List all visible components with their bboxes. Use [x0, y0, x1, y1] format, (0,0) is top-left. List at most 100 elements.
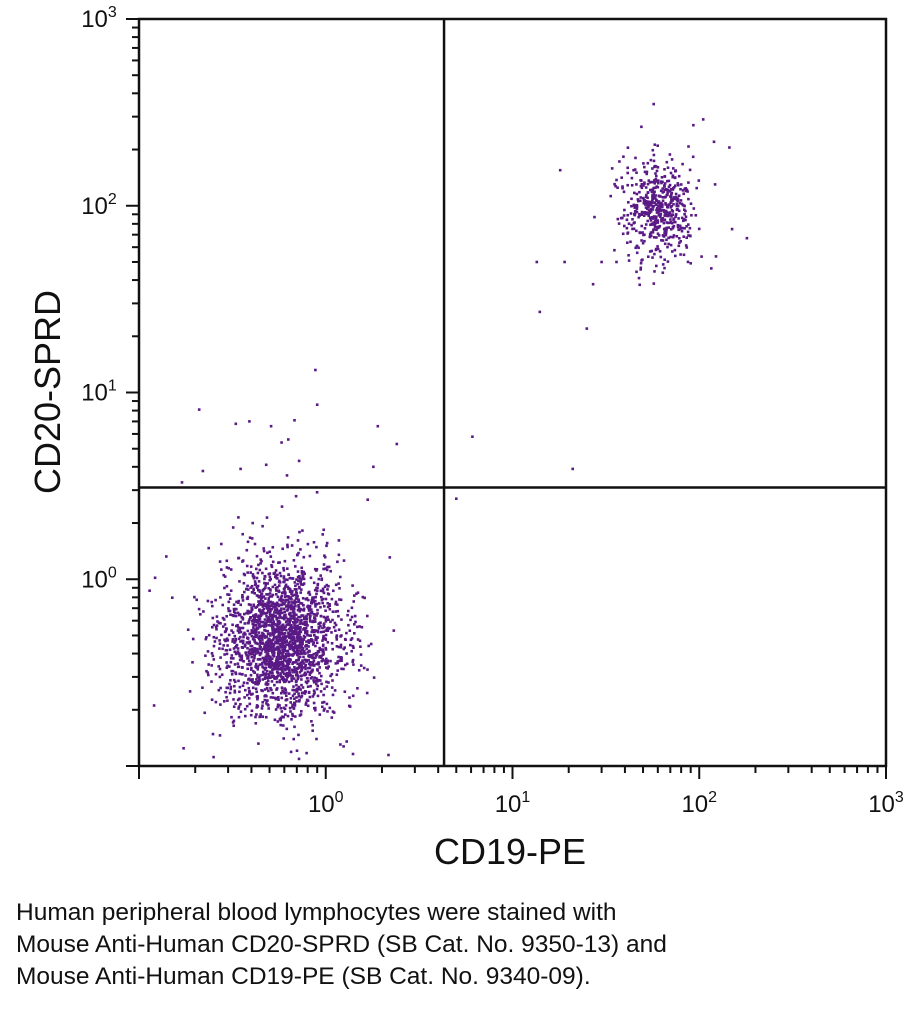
- data-point: [282, 587, 286, 591]
- data-point: [324, 660, 327, 663]
- data-point: [274, 574, 277, 578]
- data-point: [632, 168, 635, 172]
- data-point: [206, 650, 210, 653]
- data-point: [649, 180, 653, 184]
- data-point: [256, 620, 259, 623]
- data-point: [312, 689, 316, 692]
- data-point: [294, 631, 297, 635]
- data-point: [266, 683, 270, 686]
- data-point: [293, 704, 297, 707]
- data-point: [234, 680, 237, 684]
- data-point: [302, 603, 305, 607]
- data-point: [315, 589, 319, 593]
- data-point: [263, 657, 266, 660]
- data-point: [239, 703, 242, 706]
- data-point: [285, 698, 288, 702]
- data-point: [697, 179, 701, 182]
- data-point: [215, 615, 219, 618]
- data-point: [276, 720, 280, 723]
- data-point: [258, 600, 262, 603]
- data-point: [295, 578, 298, 581]
- data-point: [640, 213, 644, 216]
- data-point: [643, 170, 647, 174]
- data-point: [663, 258, 666, 261]
- data-point: [657, 200, 661, 203]
- y-tick-label: 101: [81, 378, 117, 407]
- data-point: [307, 641, 311, 645]
- data-point: [325, 627, 329, 630]
- data-point: [271, 696, 275, 699]
- data-point: [339, 575, 342, 579]
- data-point: [247, 697, 251, 700]
- data-point: [283, 687, 287, 690]
- data-point: [210, 600, 213, 604]
- data-point: [220, 673, 224, 676]
- data-point: [648, 235, 652, 239]
- data-point: [327, 681, 330, 684]
- data-point: [643, 227, 647, 230]
- data-point: [300, 648, 303, 652]
- data-point: [673, 248, 677, 252]
- data-point: [320, 659, 323, 663]
- data-point: [292, 669, 296, 672]
- data-point: [271, 653, 275, 657]
- data-point: [290, 598, 293, 601]
- data-point: [282, 566, 285, 570]
- data-point: [280, 599, 283, 603]
- data-point: [299, 615, 302, 619]
- data-point: [661, 209, 664, 212]
- data-point: [730, 227, 734, 231]
- data-point: [290, 668, 294, 672]
- data-point: [243, 622, 247, 625]
- data-point: [273, 630, 276, 633]
- data-point: [667, 185, 671, 189]
- data-point: [241, 666, 244, 669]
- data-point: [293, 623, 296, 626]
- data-point: [675, 195, 678, 199]
- data-point: [329, 659, 332, 663]
- data-point: [326, 565, 329, 569]
- data-point: [688, 226, 692, 230]
- data-point: [692, 207, 696, 210]
- data-point: [358, 639, 362, 643]
- data-point: [293, 588, 297, 591]
- data-point: [280, 686, 284, 689]
- data-point: [651, 188, 655, 191]
- data-point: [258, 590, 262, 593]
- data-point: [328, 626, 331, 630]
- data-point: [287, 680, 291, 684]
- data-point: [225, 637, 229, 640]
- data-point: [328, 607, 332, 611]
- data-point: [264, 582, 268, 585]
- data-point: [295, 649, 299, 653]
- data-point: [670, 200, 673, 203]
- data-point: [250, 644, 254, 648]
- data-point: [191, 637, 195, 641]
- data-point: [233, 691, 237, 694]
- data-point: [237, 637, 241, 641]
- data-point: [231, 623, 234, 627]
- data-point: [627, 259, 631, 262]
- data-point: [321, 626, 324, 630]
- data-point: [281, 635, 285, 639]
- data-point: [650, 249, 653, 253]
- data-point: [241, 646, 245, 649]
- data-point: [225, 695, 228, 699]
- data-point: [639, 266, 643, 270]
- data-point: [318, 666, 321, 669]
- data-point: [230, 654, 234, 657]
- data-point: [246, 612, 250, 615]
- data-point: [672, 203, 675, 206]
- data-point: [262, 604, 265, 607]
- data-point: [342, 667, 345, 671]
- data-point: [263, 634, 266, 638]
- data-point: [315, 602, 319, 606]
- data-point: [180, 481, 184, 484]
- data-point: [306, 666, 310, 670]
- data-point: [258, 617, 262, 620]
- data-point: [226, 593, 229, 596]
- data-point: [668, 183, 672, 187]
- data-point: [291, 703, 294, 707]
- data-point: [301, 575, 304, 578]
